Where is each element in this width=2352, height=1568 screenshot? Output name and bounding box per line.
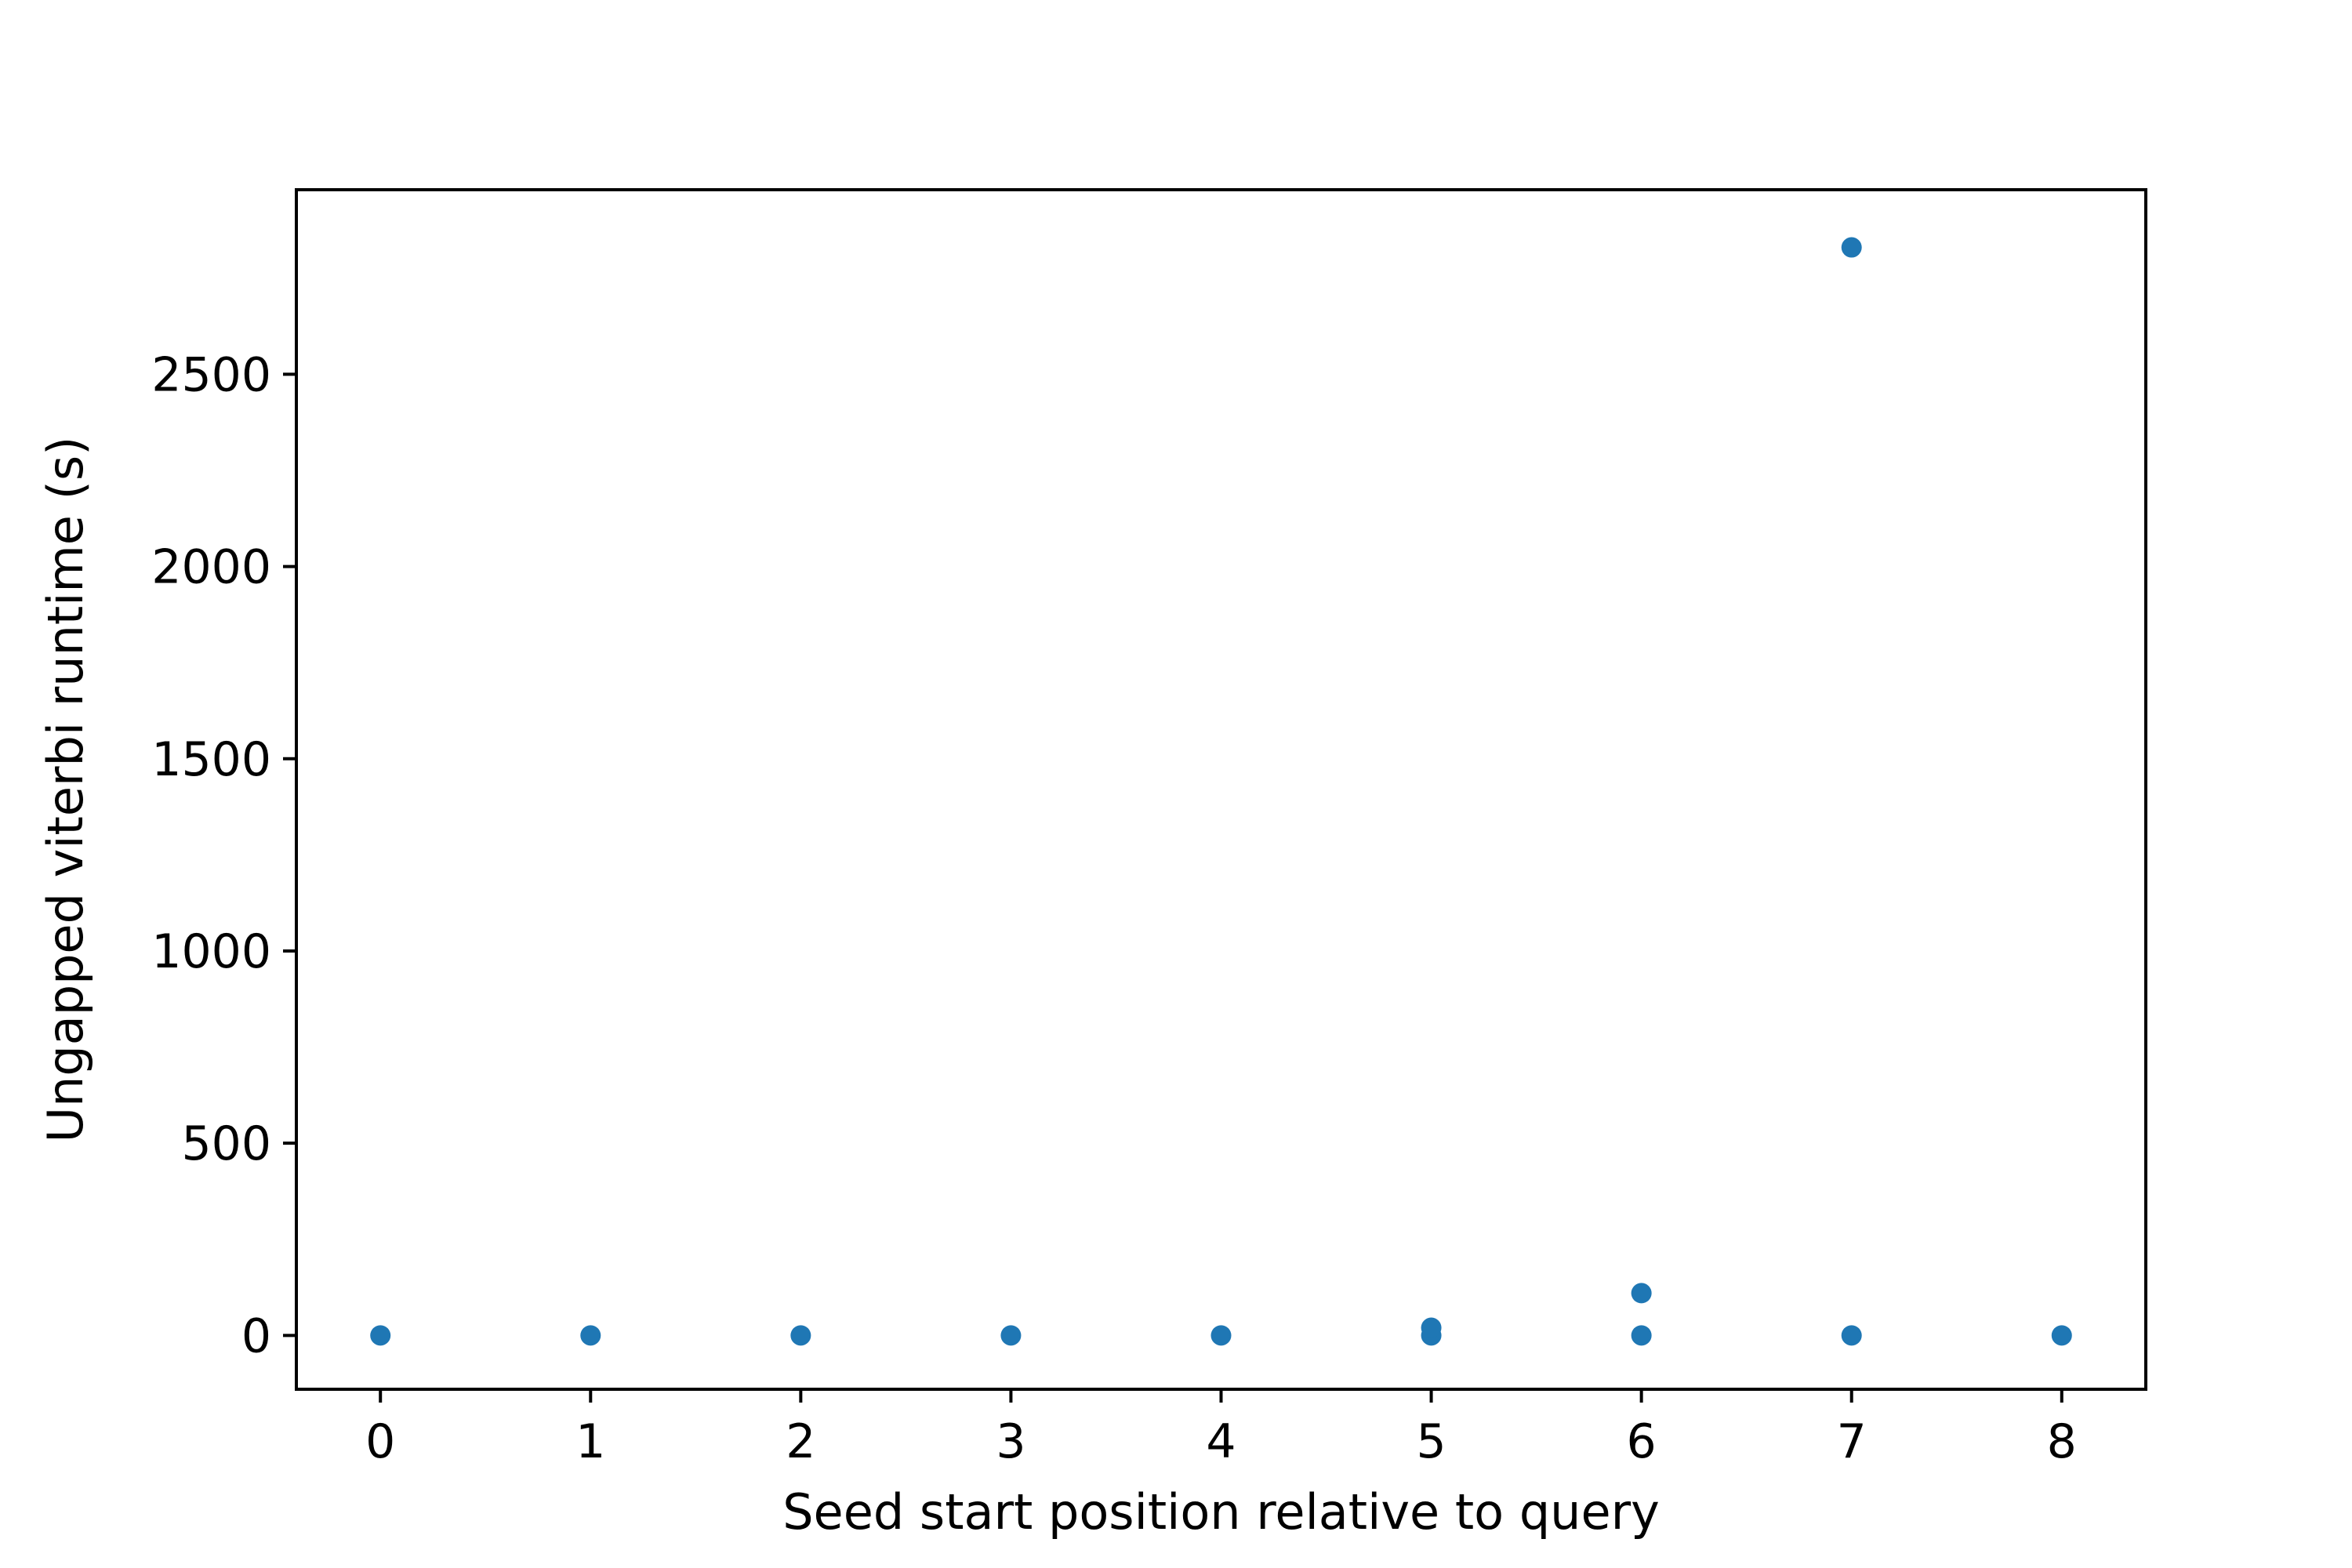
data-point bbox=[1210, 1325, 1232, 1346]
y-tick-label: 2000 bbox=[151, 540, 271, 595]
x-tick-label: 0 bbox=[365, 1414, 395, 1469]
data-point bbox=[2051, 1325, 2072, 1346]
x-tick-label: 5 bbox=[1416, 1414, 1446, 1469]
y-tick-label: 1500 bbox=[151, 732, 271, 787]
x-tick-label: 8 bbox=[2047, 1414, 2077, 1469]
y-tick-label: 2500 bbox=[151, 347, 271, 402]
x-tick-label: 1 bbox=[575, 1414, 605, 1469]
x-tick-label: 3 bbox=[996, 1414, 1025, 1469]
plot-frame bbox=[295, 188, 2147, 1391]
x-tick-label: 4 bbox=[1206, 1414, 1236, 1469]
data-point bbox=[370, 1325, 391, 1346]
y-tick-label: 500 bbox=[181, 1116, 271, 1171]
y-tick-label: 0 bbox=[241, 1308, 271, 1363]
y-axis-label: Ungapped viterbi runtime (s) bbox=[37, 437, 94, 1143]
x-tick-label: 2 bbox=[786, 1414, 815, 1469]
x-axis-label: Seed start position relative to query bbox=[782, 1483, 1660, 1541]
data-point bbox=[1841, 1325, 1862, 1346]
data-point bbox=[1000, 1325, 1022, 1346]
data-point bbox=[1631, 1283, 1652, 1304]
y-tick-label: 1000 bbox=[151, 924, 271, 979]
data-point bbox=[580, 1325, 601, 1346]
points-layer bbox=[370, 237, 2072, 1346]
ticks-layer: 0 1 2 3 4 5 6 7 8 0 500 1000 1500 2000 2500 bbox=[151, 347, 2077, 1469]
x-tick-label: 7 bbox=[1837, 1414, 1867, 1469]
data-point bbox=[1421, 1317, 1442, 1338]
data-point bbox=[790, 1325, 811, 1346]
data-point bbox=[1841, 237, 1862, 258]
data-point bbox=[1631, 1325, 1652, 1346]
x-tick-label: 6 bbox=[1627, 1414, 1657, 1469]
